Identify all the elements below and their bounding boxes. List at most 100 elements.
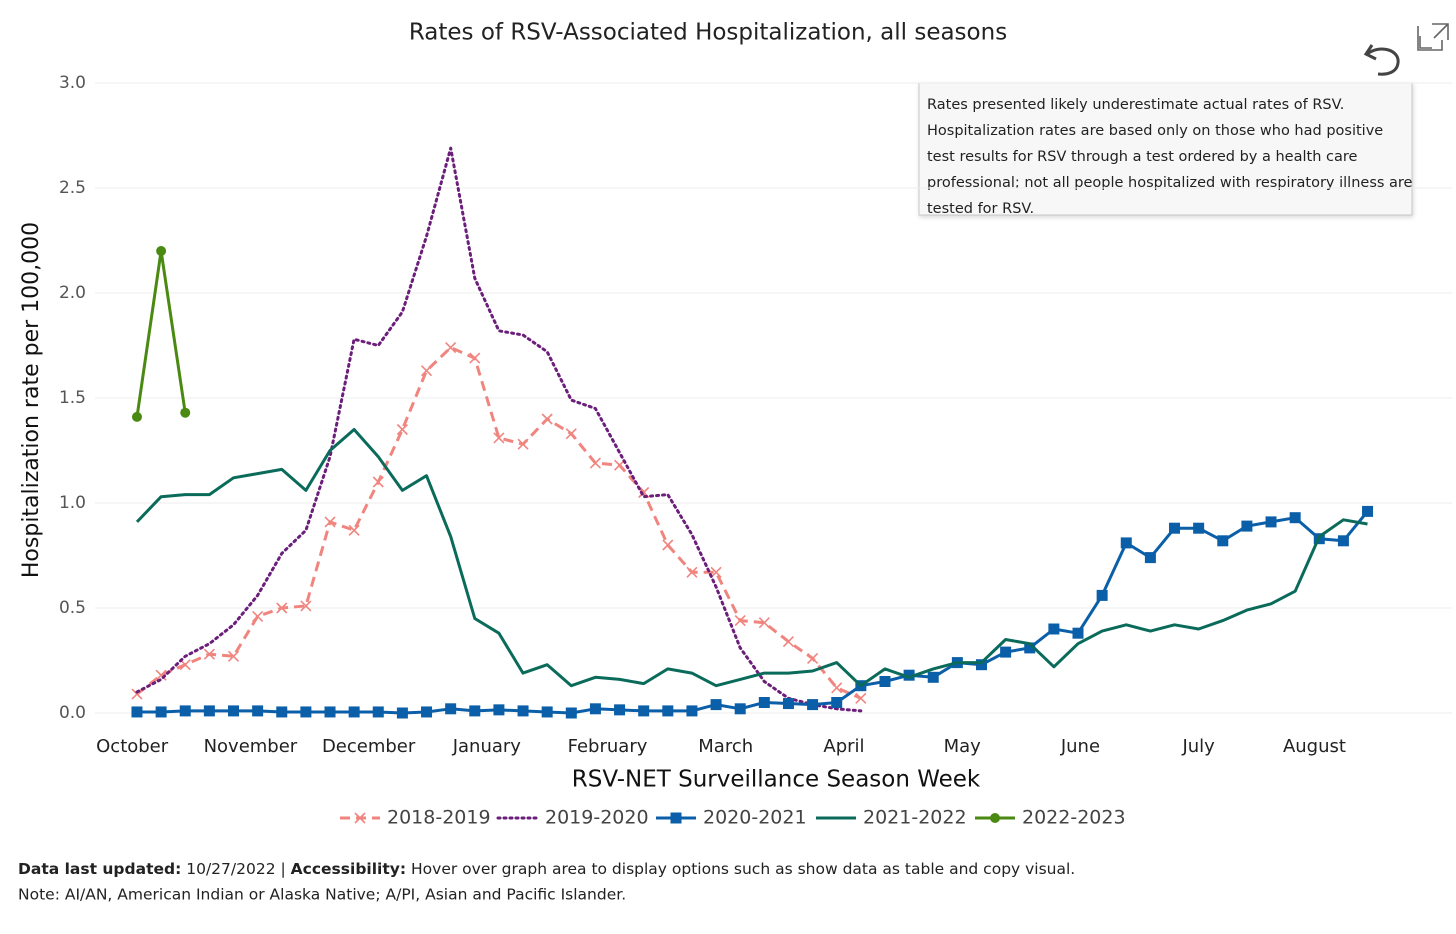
marker-square	[469, 705, 481, 717]
marker-square	[1169, 522, 1181, 534]
marker-square	[372, 706, 384, 718]
marker-x	[445, 342, 457, 354]
marker-square	[1217, 535, 1229, 547]
marker-x	[758, 617, 770, 629]
undo-icon[interactable]	[1363, 44, 1400, 76]
note-line: test results for RSV through a test orde…	[927, 149, 1358, 165]
marker-square	[927, 671, 939, 683]
expand-icon[interactable]	[1417, 23, 1449, 51]
marker-square	[348, 706, 360, 718]
series-line	[135, 146, 863, 713]
marker-x	[831, 682, 843, 694]
y-tick-label: 1.0	[59, 493, 86, 513]
marker-x	[589, 457, 601, 469]
x-tick-label: January	[452, 736, 522, 757]
marker-square	[614, 704, 626, 716]
marker-square	[1024, 642, 1036, 654]
x-tick-label: November	[204, 736, 298, 757]
marker-square	[1072, 627, 1084, 639]
marker-x	[276, 602, 288, 614]
x-tick-label: May	[944, 736, 982, 757]
x-tick-label: October	[96, 736, 169, 757]
marker-x	[734, 615, 746, 627]
marker-square	[782, 698, 794, 710]
note-text: Rates presented likely underestimate act…	[927, 97, 1413, 214]
updated-value: 10/27/2022 |	[186, 860, 286, 878]
footer-line-1: Data last updated: 10/27/2022 | Accessib…	[18, 860, 1075, 878]
marker-x	[252, 610, 264, 622]
marker-square	[638, 705, 650, 717]
marker-square	[227, 705, 239, 717]
accessibility-label: Accessibility:	[291, 860, 406, 878]
marker-x	[300, 600, 312, 612]
x-tick-label: March	[698, 736, 753, 757]
marker-square	[324, 706, 336, 718]
marker-square	[421, 706, 433, 718]
marker-x	[855, 692, 867, 704]
marker-square	[396, 707, 408, 719]
marker-square	[589, 703, 601, 715]
series-line	[136, 346, 862, 700]
footer-note: Note: AI/AN, American Indian or Alaska N…	[18, 886, 626, 904]
marker-square	[734, 703, 746, 715]
marker-square	[903, 669, 915, 681]
marker-square	[252, 705, 264, 717]
legend-label: 2022-2023	[1022, 807, 1126, 829]
y-tick-label: 1.5	[59, 388, 86, 408]
marker-x	[396, 423, 408, 436]
marker-x	[324, 516, 336, 528]
legend: 2018-2019 2019-2020 2020-2021 2021-2022 2022…	[340, 807, 1126, 829]
marker-square	[300, 706, 312, 718]
x-tick-label: August	[1283, 736, 1346, 757]
marker-circle	[990, 813, 1000, 823]
marker-x	[131, 688, 143, 700]
marker-x	[354, 812, 366, 824]
y-tick-label: 0.5	[59, 598, 86, 618]
series-line	[135, 249, 187, 418]
marker-x	[807, 652, 819, 664]
marker-x	[662, 539, 674, 551]
marker-x	[493, 432, 505, 444]
marker-square	[541, 706, 553, 718]
legend-label: 2019-2020	[545, 807, 649, 829]
marker-x	[372, 476, 384, 488]
y-tick-label: 3.0	[59, 73, 86, 93]
x-tick-label: April	[823, 736, 864, 757]
marker-x	[541, 413, 553, 425]
series-lines	[131, 146, 1374, 719]
marker-square	[831, 697, 843, 708]
marker-x	[203, 648, 215, 660]
marker-square	[975, 659, 987, 671]
marker-x	[348, 524, 360, 536]
x-tick-label: July	[1181, 736, 1215, 757]
marker-x	[155, 669, 167, 681]
note-line: Rates presented likely underestimate act…	[927, 97, 1344, 113]
marker-square	[493, 704, 505, 716]
marker-circle	[180, 407, 191, 418]
marker-square	[131, 706, 143, 718]
series-line	[135, 428, 1368, 688]
marker-square	[1120, 537, 1132, 549]
marker-circle	[156, 246, 167, 256]
marker-square	[807, 699, 819, 711]
marker-square	[758, 697, 770, 708]
marker-circle	[131, 411, 142, 422]
note-background	[918, 82, 1413, 216]
marker-square	[670, 812, 682, 824]
marker-square	[1265, 516, 1277, 528]
marker-square	[1241, 520, 1253, 532]
legend-label: 2021-2022	[863, 807, 967, 829]
note-line: professional; not all people hospitalize…	[927, 175, 1413, 191]
x-tick-label: February	[568, 736, 648, 757]
marker-x	[710, 566, 722, 578]
marker-square	[1096, 589, 1108, 601]
marker-square	[1289, 512, 1301, 524]
marker-square	[1193, 522, 1205, 534]
y-tick-label: 2.0	[59, 283, 86, 303]
marker-x	[686, 566, 698, 578]
marker-x	[469, 352, 481, 364]
marker-square	[155, 706, 167, 718]
marker-square	[565, 707, 577, 719]
marker-square	[879, 676, 891, 687]
